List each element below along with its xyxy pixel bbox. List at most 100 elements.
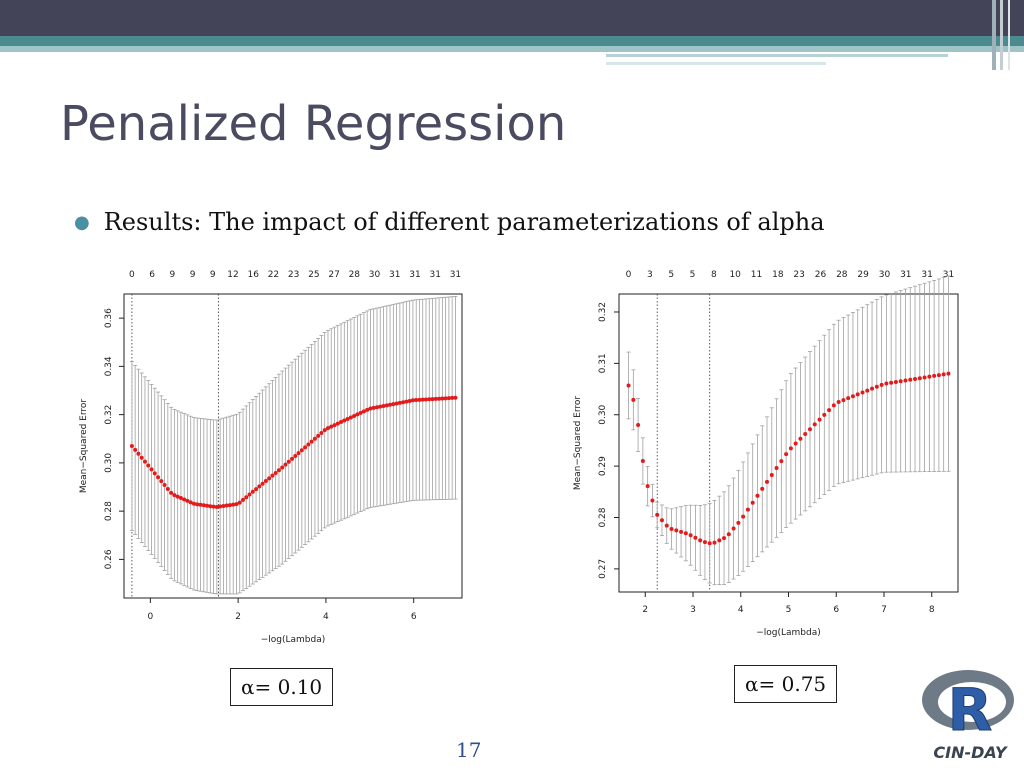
cv-mse-point (817, 417, 822, 422)
top-axis-label: 31 (900, 270, 911, 280)
cv-mse-point (908, 377, 913, 382)
x-axis-label: −log(Lambda) (261, 635, 326, 645)
r-logo-icon: R CIN-DAY (922, 670, 1014, 762)
cv-mse-point (927, 374, 932, 379)
cv-mse-point (736, 520, 741, 525)
cv-mse-point (394, 401, 399, 406)
cv-mse-point (381, 403, 386, 408)
top-axis-label: 0 (626, 270, 632, 280)
cv-mse-point (378, 404, 383, 409)
cv-mse-point (784, 452, 789, 457)
y-axis-label: Mean−Squared Error (573, 396, 583, 491)
cv-mse-point (693, 535, 698, 540)
bullet-text: Results: The impact of different paramet… (103, 208, 825, 236)
cv-mse-point (788, 446, 793, 451)
cv-mse-point (774, 466, 779, 471)
y-tick-label: 0.28 (598, 507, 608, 527)
top-axis-label: 18 (772, 270, 784, 280)
cv-mse-point (241, 497, 246, 502)
cv-mse-point (165, 486, 170, 491)
cv-mse-point (812, 422, 817, 427)
top-axis-label: 31 (409, 270, 420, 280)
cv-mse-point (836, 399, 841, 404)
header-teal-band (0, 36, 1024, 46)
cv-mse-point (247, 492, 252, 497)
cv-mse-point (645, 484, 650, 489)
top-axis-label: 9 (169, 270, 175, 280)
cv-mse-point (299, 448, 304, 453)
cv-mse-point (345, 416, 350, 421)
cv-mse-point (286, 459, 291, 464)
cv-mse-point (410, 398, 415, 403)
cv-mse-point (280, 465, 285, 470)
cv-mse-point (722, 536, 727, 541)
cv-mse-point (257, 484, 262, 489)
r-logo-letter: R (948, 676, 993, 744)
cv-mse-point (731, 526, 736, 531)
top-axis-label: 23 (793, 270, 804, 280)
cv-mse-point (626, 383, 631, 388)
cv-mse-point (182, 497, 187, 502)
cv-mse-point (407, 398, 412, 403)
cv-mse-point (822, 412, 827, 417)
top-axis-label: 28 (836, 270, 848, 280)
top-axis-label: 29 (857, 270, 869, 280)
cv-mse-point (319, 431, 324, 436)
cv-mse-point (224, 503, 229, 508)
cv-mse-point (227, 503, 232, 508)
cv-mse-point (688, 533, 693, 538)
cv-mse-point (371, 405, 376, 410)
header-right-strip (992, 0, 996, 70)
cv-mse-point (712, 540, 717, 545)
cv-mse-point (941, 372, 946, 377)
y-tick-label: 0.34 (104, 356, 114, 376)
top-axis-label: 12 (227, 270, 238, 280)
cv-mse-point (440, 396, 445, 401)
cv-mse-point (683, 531, 688, 536)
cv-mse-point (846, 396, 851, 401)
top-axis-label: 27 (328, 270, 339, 280)
cv-mse-point (293, 454, 298, 459)
cv-mse-point (218, 504, 223, 509)
cv-mse-point (191, 501, 196, 506)
x-tick-label: 7 (881, 605, 887, 615)
cv-mse-point (827, 408, 832, 413)
cv-mse-point (674, 528, 679, 533)
cv-mse-point (355, 412, 360, 417)
cv-mse-point (270, 473, 275, 478)
cv-mse-point (655, 512, 660, 517)
x-tick-label: 0 (147, 612, 153, 622)
cv-mse-point (139, 455, 144, 460)
cv-mse-point (214, 504, 219, 509)
cv-mse-point (129, 444, 134, 448)
cv-mse-point (221, 504, 226, 509)
top-axis-label: 30 (369, 270, 381, 280)
cv-mse-point (133, 447, 138, 452)
y-tick-label: 0.30 (104, 453, 114, 473)
top-axis-label: 31 (943, 270, 954, 280)
top-axis-label: 8 (711, 270, 717, 280)
header-right-strip-2 (1000, 0, 1003, 70)
cv-mse-point (855, 392, 860, 397)
cv-mse-point (374, 405, 379, 410)
cv-mse-point (267, 476, 272, 481)
top-axis-label: 9 (190, 270, 196, 280)
cv-mse-point (650, 498, 655, 503)
slide-title: Penalized Regression (60, 96, 567, 152)
cv-mse-point (339, 420, 344, 425)
cv-mse-point (932, 373, 937, 378)
cv-mse-point (903, 378, 908, 383)
cv-mse-point (312, 436, 317, 441)
cv-mse-point (185, 498, 190, 503)
y-tick-label: 0.29 (598, 456, 608, 476)
plot-frame (123, 293, 463, 599)
cv-mse-point (779, 459, 784, 464)
cv-mse-point (893, 380, 898, 385)
cv-mse-point (698, 538, 703, 543)
top-axis-label: 31 (389, 270, 400, 280)
r-logo-caption: CIN-DAY (933, 743, 1008, 762)
cv-mse-point (769, 472, 774, 477)
cv-mse-point (922, 375, 927, 380)
cv-mse-point (335, 421, 340, 426)
